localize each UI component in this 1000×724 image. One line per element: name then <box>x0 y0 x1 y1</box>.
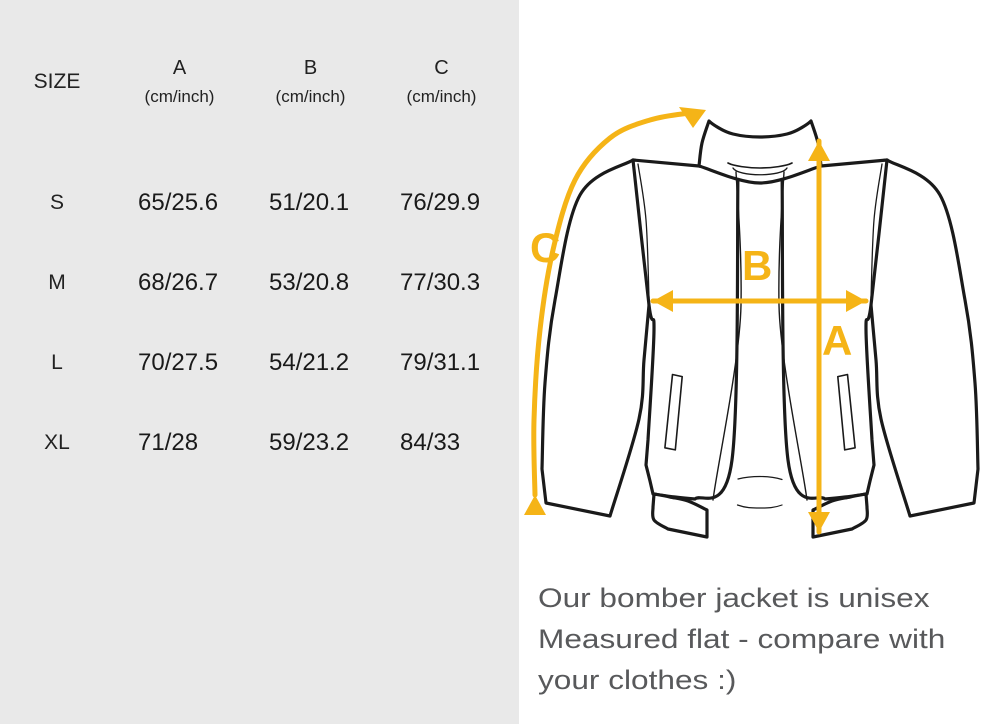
svg-text:B: B <box>742 242 772 289</box>
svg-text:A: A <box>822 317 852 364</box>
svg-text:C: C <box>530 224 560 271</box>
